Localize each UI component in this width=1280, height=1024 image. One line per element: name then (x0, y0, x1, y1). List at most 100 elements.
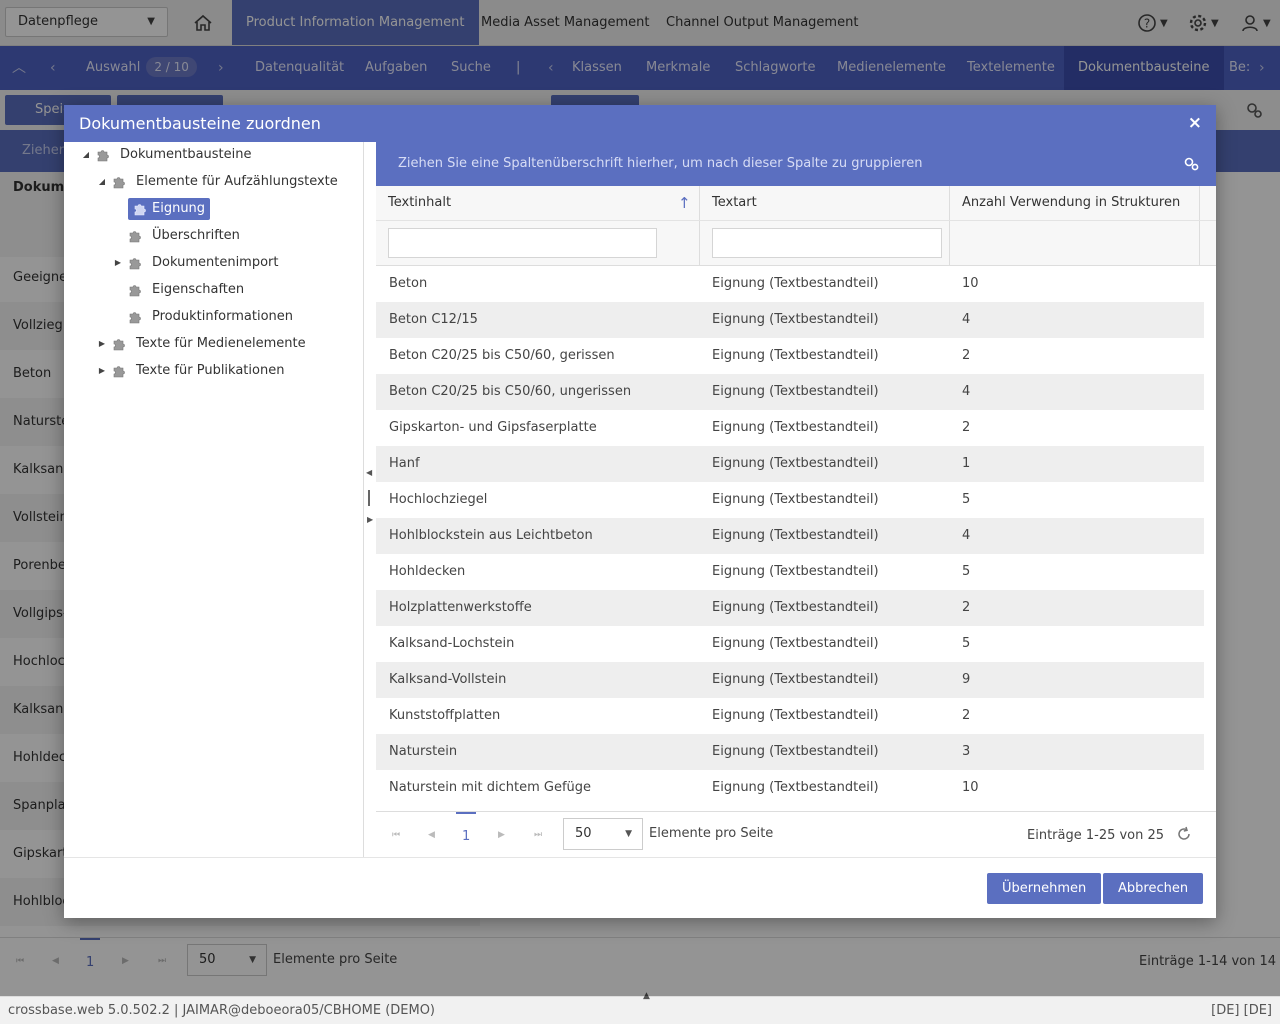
chevron-right-icon[interactable]: › (1259, 60, 1265, 76)
home-button[interactable] (186, 9, 220, 37)
cell-textinhalt: Naturstein mit dichtem Gefüge (389, 780, 592, 795)
settings-gear-icon[interactable] (1182, 155, 1200, 173)
tree-toggle-icon[interactable]: ▶ (114, 258, 122, 267)
collapse-up-icon[interactable]: ︿ (12, 60, 26, 76)
table-row[interactable]: Beton C12/15 Eignung (Textbestandteil) 4 (376, 302, 1204, 338)
context-select[interactable]: Datenpflege ▼ (5, 7, 168, 37)
page-number[interactable]: 1 (456, 812, 477, 858)
cell-textart: Eignung (Textbestandteil) (712, 636, 879, 651)
table-row[interactable]: Beton C20/25 bis C50/60, ungerissen Eignu… (376, 374, 1204, 410)
tree-toggle-icon[interactable]: ▶ (98, 339, 106, 348)
chevron-left-icon[interactable]: ‹ (50, 60, 56, 76)
nav-item-dokumentbausteine[interactable]: Dokumentbausteine (1064, 46, 1224, 90)
prev-page-icon[interactable]: ◀ (52, 956, 59, 966)
first-page-icon[interactable]: ⏮ (16, 956, 25, 966)
next-page-icon[interactable]: ▶ (498, 830, 505, 840)
tree-toggle-icon[interactable]: ◢ (82, 150, 90, 159)
settings-menu[interactable]: ▼ (1188, 12, 1219, 34)
splitter[interactable]: ◀ ▶ (364, 142, 376, 857)
next-page-icon[interactable]: ▶ (122, 956, 129, 966)
help-menu[interactable]: ? ▼ (1137, 12, 1168, 34)
prev-page-icon[interactable]: ◀ (428, 830, 435, 840)
nav-item-datenqualitaet[interactable]: Datenqualität (255, 60, 345, 75)
tree-node[interactable]: ◢ Dokumentbausteine (80, 144, 257, 166)
splitter-handle[interactable] (368, 490, 370, 506)
table-row[interactable]: Kalksand-Lochstein Eignung (Textbestandte… (376, 626, 1204, 662)
chevron-down-icon: ▼ (147, 16, 155, 27)
expand-right-icon[interactable]: ▶ (367, 515, 374, 524)
tree-node[interactable]: Produktinformationen (112, 306, 298, 328)
nav-item-textelemente[interactable]: Textelemente (967, 60, 1055, 75)
last-page-icon[interactable]: ⏭ (158, 956, 167, 966)
list-item[interactable]: Hochloch (13, 654, 74, 669)
table-row[interactable]: Kunststoffplatten Eignung (Textbestandtei… (376, 698, 1204, 734)
list-item[interactable]: Hohldec (13, 750, 66, 765)
page-size-select[interactable]: 50 ▼ (187, 944, 267, 976)
tree-node-label: Überschriften (152, 228, 240, 243)
nav-item-klassen[interactable]: Klassen (572, 60, 622, 75)
vertical-scrollbar[interactable] (1204, 266, 1216, 811)
collapse-left-icon[interactable]: ◀ (366, 468, 373, 477)
list-item[interactable]: Kalksanc (13, 462, 71, 477)
list-item[interactable]: Porenbe (13, 558, 66, 573)
assign-dialog: Dokumentbausteine zuordnen × ◢ Dokumentba… (64, 105, 1216, 918)
table-row[interactable]: Hohlblockstein aus Leichtbeton Eignung (T… (376, 518, 1204, 554)
chevron-left-icon[interactable]: ‹ (548, 60, 554, 76)
tree-node-label: Eignung (128, 198, 211, 220)
apply-button[interactable]: Übernehmen (987, 873, 1102, 904)
collapse-up-icon[interactable]: ▲ (643, 991, 650, 1001)
tree-node[interactable]: ▶ Texte für Medienelemente (96, 333, 311, 355)
nav-item-truncated[interactable]: Be: (1229, 60, 1251, 75)
page-size-select[interactable]: 50 ▼ (563, 818, 643, 850)
nav-item-schlagworte[interactable]: Schlagworte (735, 60, 816, 75)
tree-toggle-icon[interactable]: ▶ (98, 366, 106, 375)
table-row[interactable]: Hanf Eignung (Textbestandteil) 1 (376, 446, 1204, 482)
tree-toggle-icon[interactable]: ◢ (98, 177, 106, 186)
list-item[interactable]: Beton (13, 366, 52, 381)
group-drop-area[interactable]: Ziehen Sie eine Spaltenüberschrift hierh… (376, 142, 1216, 186)
table-row[interactable]: Hohldecken Eignung (Textbestandteil) 5 (376, 554, 1204, 590)
refresh-icon[interactable] (1176, 826, 1192, 842)
table-row[interactable]: Hochlochziegel Eignung (Textbestandteil) 5 (376, 482, 1204, 518)
table-row[interactable]: Gipskarton- und Gipsfaserplatte Eignung (… (376, 410, 1204, 446)
cell-anzahl: 9 (962, 672, 971, 687)
table-row[interactable]: Naturstein mit dichtem Gefüge Eignung (Te… (376, 770, 1204, 806)
chevron-right-icon[interactable]: › (218, 60, 224, 76)
sort-asc-icon[interactable]: ↑ (678, 194, 691, 212)
first-page-icon[interactable]: ⏮ (392, 830, 401, 840)
list-item[interactable]: Geeigne (13, 270, 68, 285)
nav-item-medienelemente[interactable]: Medienelemente (837, 60, 946, 75)
tree-node[interactable]: Eignung (112, 198, 211, 220)
last-page-icon[interactable]: ⏭ (534, 830, 543, 840)
close-icon[interactable]: × (1187, 113, 1202, 133)
table-row[interactable]: Kalksand-Vollstein Eignung (Textbestandte… (376, 662, 1204, 698)
table-row[interactable]: Naturstein Eignung (Textbestandteil) 3 (376, 734, 1204, 770)
tree-node[interactable]: Überschriften (112, 225, 245, 247)
tree-node[interactable]: ▶ Texte für Publikationen (96, 360, 289, 382)
tree-node[interactable]: ▶ Dokumentenimport (112, 252, 284, 274)
list-item[interactable]: Gipskart (13, 846, 68, 861)
svg-text:?: ? (1144, 17, 1150, 31)
cell-textart: Eignung (Textbestandteil) (712, 744, 879, 759)
nav-item-merkmale[interactable]: Merkmale (646, 60, 711, 75)
column-header-textinhalt[interactable]: Textinhalt (388, 195, 452, 210)
app-tab-pim[interactable]: Product Information Management (232, 0, 479, 45)
user-menu[interactable]: ▼ (1240, 12, 1271, 34)
nav-item-aufgaben[interactable]: Aufgaben (365, 60, 428, 75)
page-number[interactable]: 1 (80, 938, 101, 984)
tree-node[interactable]: Eigenschaften (112, 279, 249, 301)
app-tab-mam[interactable]: Media Asset Management (481, 15, 650, 30)
table-row[interactable]: Holzplattenwerkstoffe Eignung (Textbestan… (376, 590, 1204, 626)
tree-node[interactable]: ◢ Elemente für Aufzählungstexte (96, 171, 343, 193)
filter-input-textart[interactable] (712, 228, 942, 258)
filter-input-textinhalt[interactable] (388, 228, 657, 258)
app-tab-com[interactable]: Channel Output Management (666, 15, 859, 30)
table-row[interactable]: Beton Eignung (Textbestandteil) 10 (376, 266, 1204, 302)
cell-anzahl: 4 (962, 384, 971, 399)
table-row[interactable]: Beton C20/25 bis C50/60, gerissen Eignung… (376, 338, 1204, 374)
column-header-textart[interactable]: Textart (712, 195, 757, 210)
cancel-button[interactable]: Abbrechen (1103, 873, 1204, 904)
column-header-anzahl[interactable]: Anzahl Verwendung in Strukturen (962, 195, 1181, 210)
selection-nav[interactable]: Auswahl 2 / 10 (86, 46, 197, 90)
nav-item-suche[interactable]: Suche (451, 60, 491, 75)
